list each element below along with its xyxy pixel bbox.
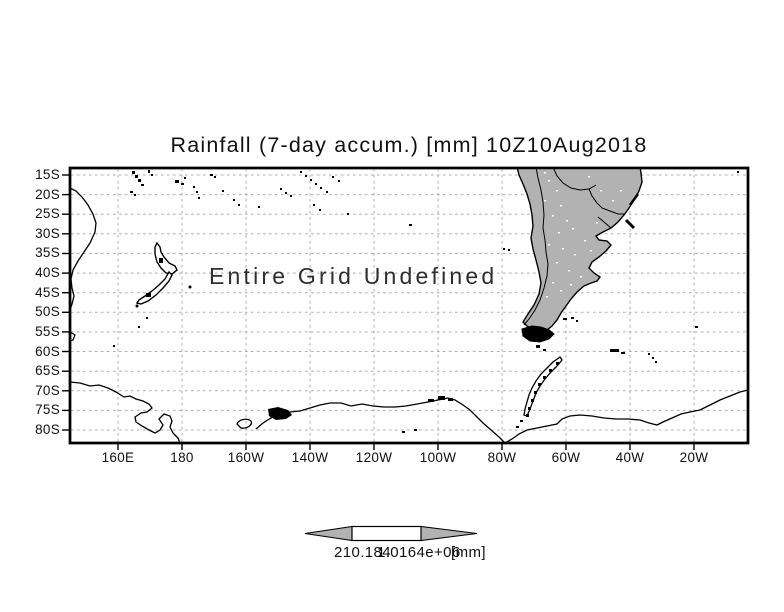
south-america: [516, 169, 643, 351]
antarctica-rock-specks: [268, 326, 698, 433]
y-tick-label: 80S: [35, 422, 60, 437]
y-tick-label: 75S: [35, 402, 60, 417]
x-tick-label: 20W: [679, 450, 709, 465]
y-tick-label: 35S: [35, 245, 60, 260]
y-tick-label: 60S: [35, 344, 60, 359]
y-tick-label: 50S: [35, 304, 60, 319]
colorbar-left-arrow: [304, 525, 353, 542]
colorbar: [304, 525, 478, 542]
x-tick-label: 120W: [355, 450, 393, 465]
tasman-coast-fragment: [71, 331, 76, 342]
x-tick-label: 60W: [551, 450, 581, 465]
y-tick-label: 30S: [35, 226, 60, 241]
y-tick-label: 70S: [35, 383, 60, 398]
colorbar-left-label: 210.184: [334, 544, 392, 561]
undefined-grid-message: Entire Grid Undefined: [209, 263, 498, 289]
map-frame-overlay: [68, 166, 750, 445]
map-frame: [68, 166, 750, 445]
plot-title: Rainfall (7-day accum.) [mm] 10Z10Aug201…: [170, 133, 648, 157]
colorbar-mid-box: [351, 525, 422, 542]
x-tick-label: 160E: [101, 450, 135, 465]
x-tick-label: 80W: [487, 450, 517, 465]
y-tick-label: 25S: [35, 206, 60, 221]
y-tick-label: 65S: [35, 363, 60, 378]
x-tick-label: 160W: [227, 450, 265, 465]
y-tick-label: 20S: [35, 187, 60, 202]
grid-lines: [71, 169, 747, 442]
new-zealand: [135, 241, 192, 308]
x-tick-label: 180: [170, 450, 194, 465]
x-tick-label: 40W: [615, 450, 645, 465]
y-tick-label: 45S: [35, 285, 60, 300]
y-tick-label: 40S: [35, 265, 60, 280]
colorbar-right-arrow: [420, 525, 478, 542]
y-tick-label: 55S: [35, 324, 60, 339]
x-tick-label: 100W: [419, 450, 457, 465]
y-tick-label: 15S: [35, 167, 60, 182]
colorbar-right-label: 1.0164e+06: [377, 544, 461, 561]
colorbar-units-label: [mm]: [451, 544, 486, 561]
australia-coastline: [71, 187, 97, 310]
pacific-islands: [113, 170, 739, 347]
x-tick-label: 140W: [291, 450, 329, 465]
